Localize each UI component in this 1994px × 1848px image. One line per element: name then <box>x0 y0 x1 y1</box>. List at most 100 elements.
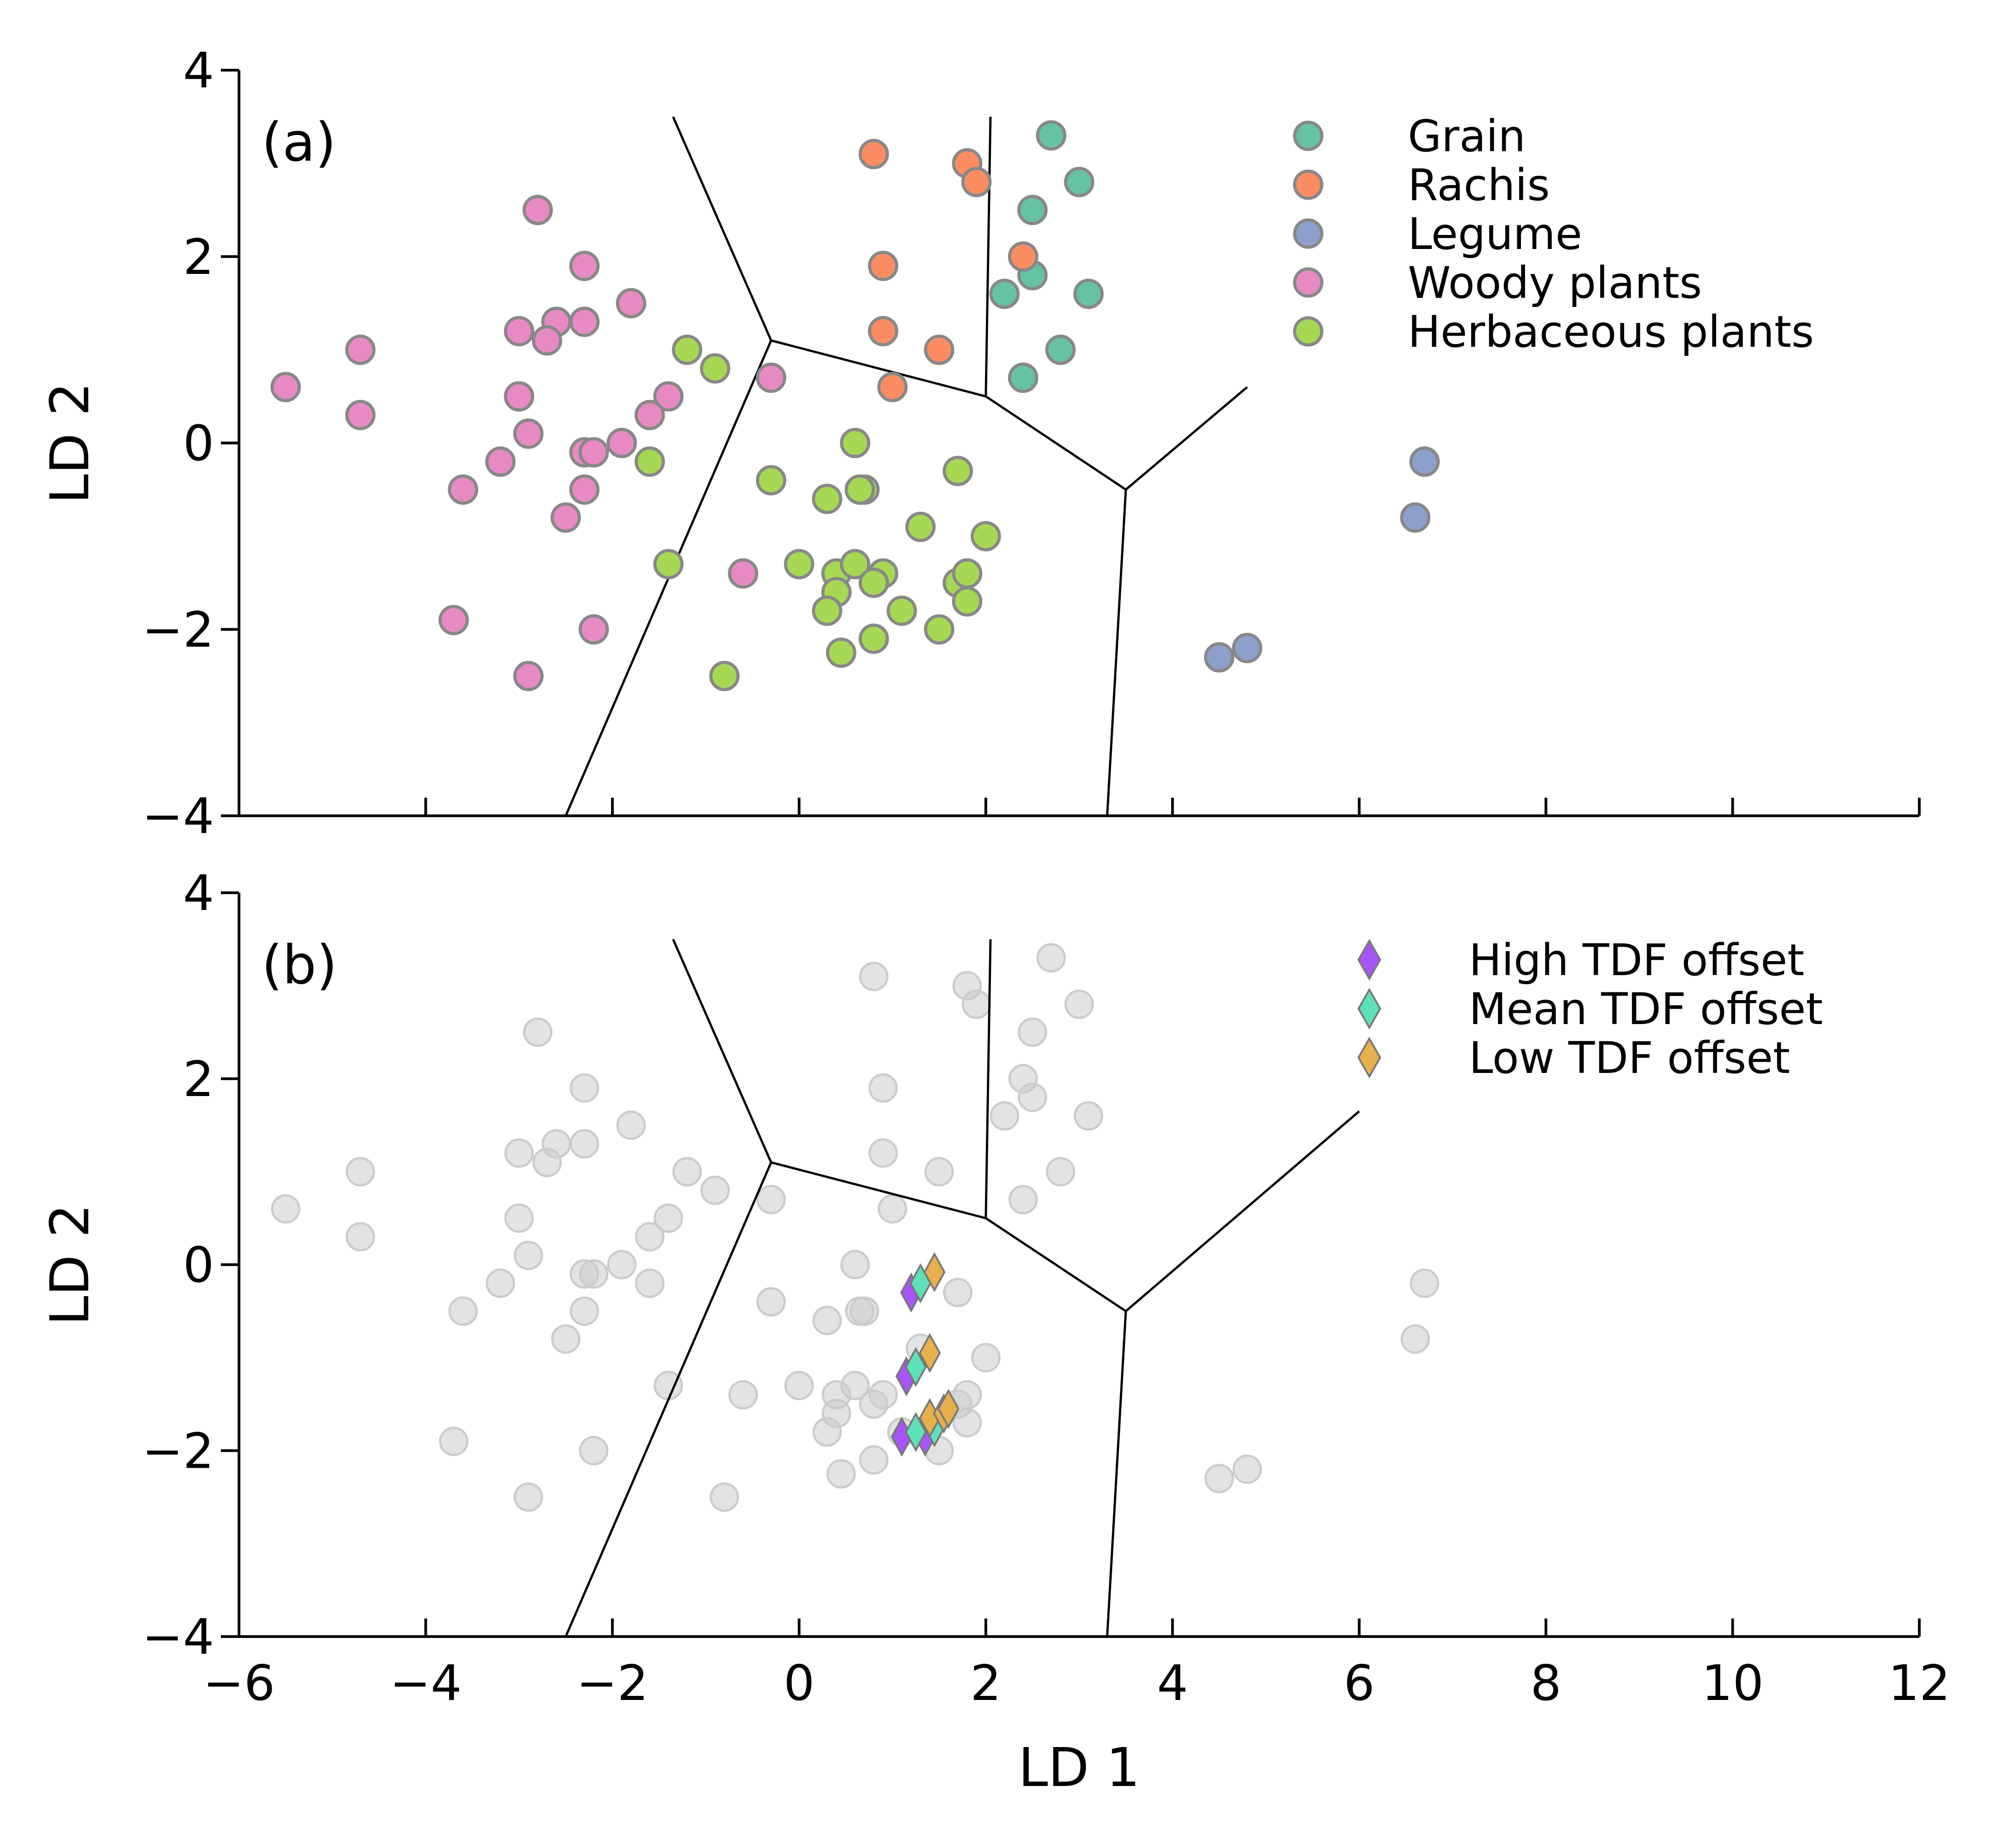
data-point <box>532 325 563 356</box>
background-point <box>439 1427 469 1456</box>
data-point <box>844 474 875 505</box>
data-point <box>1045 335 1076 365</box>
data-point <box>1232 632 1262 663</box>
y-tick-label: 0 <box>183 1237 214 1294</box>
series-rachis <box>858 139 1038 402</box>
data-point <box>1073 278 1104 309</box>
data-point <box>840 428 870 458</box>
background-point <box>826 1459 856 1489</box>
background-point <box>812 1417 842 1447</box>
data-point <box>1008 362 1038 393</box>
data-point <box>812 484 842 514</box>
background-point <box>271 1194 301 1224</box>
x-tick-label: 4 <box>1157 1655 1188 1712</box>
background-point <box>513 1240 543 1270</box>
legend-marker <box>1293 120 1324 151</box>
legend-label: Low TDF offset <box>1469 1033 1790 1083</box>
legend-label: Woody plants <box>1408 258 1702 308</box>
background-point <box>868 1073 898 1103</box>
background-point <box>784 1370 814 1400</box>
data-point <box>672 335 703 365</box>
data-point <box>579 437 609 468</box>
background-point <box>924 1157 954 1187</box>
y-tick-label: 2 <box>183 229 214 286</box>
background-points <box>271 943 1439 1512</box>
boundary-line <box>985 395 1127 491</box>
series-grain <box>989 120 1104 393</box>
data-point <box>607 428 637 458</box>
data-point <box>924 614 955 645</box>
data-point <box>952 558 983 589</box>
data-point <box>634 400 665 431</box>
boundary-line <box>672 116 772 341</box>
background-point <box>569 1296 599 1326</box>
y-tick-label: −4 <box>142 1609 214 1666</box>
data-point <box>812 595 842 626</box>
boundary-line <box>770 339 986 397</box>
background-point <box>672 1157 702 1187</box>
background-point <box>1036 943 1066 973</box>
data-point <box>579 614 609 645</box>
data-point <box>858 139 889 169</box>
background-point <box>952 1408 982 1438</box>
legend-label: Rachis <box>1408 160 1550 211</box>
background-point <box>635 1222 665 1252</box>
background-point <box>569 1129 599 1159</box>
background-point <box>1064 989 1094 1019</box>
background-point <box>952 1380 982 1410</box>
y-tick-label: 0 <box>183 416 214 472</box>
data-point <box>971 521 1001 551</box>
background-point <box>345 1157 375 1187</box>
x-tick-label: 6 <box>1344 1655 1375 1712</box>
background-point <box>971 1343 1001 1373</box>
data-point <box>504 381 535 412</box>
legend-marker <box>1293 267 1324 298</box>
series-legume <box>1204 446 1440 673</box>
data-point <box>513 418 544 449</box>
background-point <box>523 1017 553 1047</box>
background-point <box>1204 1464 1234 1494</box>
data-point <box>905 512 936 542</box>
background-point <box>943 1278 973 1307</box>
x-tick-label: 10 <box>1702 1655 1764 1712</box>
background-point <box>485 1269 515 1298</box>
x-tick-label: −2 <box>576 1655 648 1712</box>
boundary-line <box>1125 1110 1360 1312</box>
y-tick-label: 2 <box>183 1051 214 1108</box>
data-point <box>923 1252 946 1293</box>
data-point <box>937 1388 960 1429</box>
data-point <box>904 1347 927 1387</box>
boundary-line <box>1125 386 1248 491</box>
data-point <box>858 623 889 654</box>
data-point <box>345 400 376 431</box>
legend-label: Mean TDF offset <box>1469 984 1823 1034</box>
data-point <box>569 250 600 281</box>
data-point <box>989 278 1020 309</box>
background-point <box>840 1370 870 1400</box>
background-point <box>569 1073 599 1103</box>
background-point <box>812 1306 842 1336</box>
background-point <box>579 1436 609 1465</box>
background-point <box>1008 1185 1038 1215</box>
data-point <box>756 465 786 496</box>
data-point <box>569 474 600 505</box>
background-point <box>616 1110 646 1140</box>
background-point <box>635 1269 665 1298</box>
x-tick-label: −4 <box>390 1655 462 1712</box>
data-point <box>1409 446 1440 477</box>
data-point <box>1017 195 1048 225</box>
background-point <box>532 1148 562 1178</box>
data-point <box>886 595 917 626</box>
background-point <box>1046 1157 1076 1187</box>
data-point <box>961 167 992 197</box>
data-point <box>504 316 535 346</box>
data-point <box>550 502 581 533</box>
data-point <box>952 586 983 617</box>
data-point <box>877 372 908 402</box>
data-point <box>826 637 856 668</box>
data-point <box>709 661 740 691</box>
